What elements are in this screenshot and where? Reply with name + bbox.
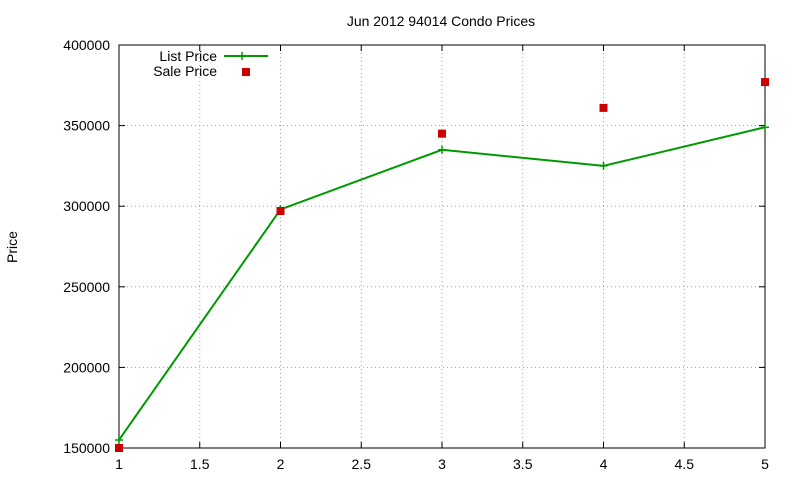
y-tick-label: 150000 <box>63 440 110 456</box>
data-point-list-price <box>438 145 446 154</box>
data-point-list-price <box>599 161 608 170</box>
x-tick-label: 1.5 <box>190 456 210 472</box>
x-tick-label: 3.5 <box>513 456 533 472</box>
legend-label-sale-price: Sale Price <box>153 63 217 79</box>
data-point-sale-price <box>761 78 769 87</box>
data-point-list-price <box>761 123 769 132</box>
y-tick-label: 300000 <box>63 198 110 214</box>
y-tick-label: 350000 <box>63 118 110 134</box>
x-tick-label: 1 <box>115 456 123 472</box>
x-tick-label: 3 <box>438 456 446 472</box>
data-point-list-price <box>115 435 123 444</box>
x-tick-label: 4.5 <box>675 456 695 472</box>
legend-marker-list-price <box>238 52 246 60</box>
legend-marker-sale-price <box>242 68 250 76</box>
chart-title: Jun 2012 94014 Condo Prices <box>347 13 535 29</box>
series <box>115 78 769 452</box>
x-tick-label: 5 <box>761 456 769 472</box>
x-tick-label: 2.5 <box>352 456 372 472</box>
legend-label-list-price: List Price <box>159 48 217 64</box>
y-axis-label: Price <box>4 231 20 263</box>
legend: List Price Sale Price <box>153 48 268 79</box>
data-point-sale-price <box>115 444 123 452</box>
axes: 1 1.5 2 2.5 3 3.5 4 4.5 5 150000 200000 250000 30000… <box>63 37 769 472</box>
x-tick-label: 2 <box>277 456 285 472</box>
y-tick-label: 250000 <box>63 279 110 295</box>
data-point-sale-price <box>276 207 285 216</box>
y-tick-label: 400000 <box>63 37 110 53</box>
y-tick-label: 200000 <box>63 359 110 375</box>
grid <box>119 45 765 448</box>
x-tick-label: 4 <box>600 456 608 472</box>
data-point-sale-price <box>438 129 446 138</box>
data-point-sale-price <box>599 103 608 112</box>
